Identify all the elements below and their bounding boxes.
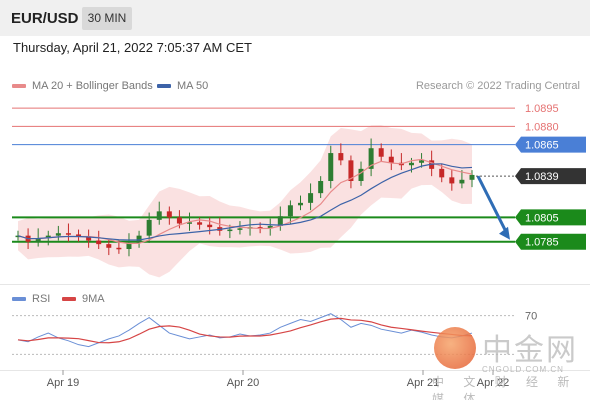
candle-body bbox=[166, 211, 172, 218]
candle-body bbox=[35, 238, 41, 242]
candle-body bbox=[318, 181, 324, 194]
rsi-swatch bbox=[12, 297, 26, 302]
candle-body bbox=[419, 160, 425, 163]
candle-body bbox=[45, 235, 51, 239]
watermark-url: CNGOLD.COM.CN bbox=[482, 365, 564, 374]
ma50-line bbox=[17, 163, 473, 241]
candle-body bbox=[338, 153, 344, 161]
cngold-logo-icon bbox=[434, 327, 476, 369]
x-tick-label: Apr 19 bbox=[47, 377, 79, 389]
timeframe-badge[interactable]: 30 MIN bbox=[82, 7, 132, 30]
candle-body bbox=[156, 211, 162, 220]
candle-body bbox=[146, 219, 152, 236]
level-tag-1-0805 bbox=[515, 209, 586, 226]
projection-arrowhead bbox=[499, 226, 510, 240]
ma50-swatch bbox=[157, 84, 171, 89]
rsi-label: RSI bbox=[32, 293, 51, 305]
candle-body bbox=[267, 225, 273, 229]
rsi-legend: RSI bbox=[12, 293, 50, 305]
candle-body bbox=[237, 228, 243, 230]
watermark-chinese: 中金网 bbox=[482, 333, 578, 368]
x-tick-label: Apr 20 bbox=[227, 377, 259, 389]
watermark-subtitle: 中 文 财 经 新 媒 体 bbox=[432, 375, 578, 400]
candle-body bbox=[328, 153, 334, 181]
ma20-swatch bbox=[12, 84, 26, 89]
rsi-ma-label: 9MA bbox=[82, 293, 105, 305]
candle-body bbox=[287, 205, 293, 217]
candle-body bbox=[116, 247, 122, 250]
x-tick-label: Apr 22 bbox=[477, 377, 509, 389]
candle-body bbox=[96, 240, 102, 245]
candle-body bbox=[378, 148, 384, 157]
level-label-1-0880: 1.0880 bbox=[525, 121, 559, 133]
candle-body bbox=[459, 179, 465, 184]
projection-arrow bbox=[476, 175, 509, 235]
level-tag-1-0865 bbox=[515, 136, 586, 153]
candle-body bbox=[308, 193, 314, 203]
x-tick-label: Apr 21 bbox=[407, 377, 439, 389]
level-label-1-0839: 1.0839 bbox=[525, 171, 559, 183]
candle-body bbox=[257, 227, 263, 229]
candle-body bbox=[358, 168, 364, 181]
candle-body bbox=[76, 234, 82, 237]
level-label-1-0865: 1.0865 bbox=[525, 140, 559, 152]
time-axis-divider bbox=[0, 370, 590, 371]
credit-label: Research © 2022 Trading Central bbox=[415, 80, 580, 92]
rsi-ma-swatch bbox=[62, 297, 76, 302]
candle-body bbox=[439, 168, 445, 178]
datetime-label: Thursday, April 21, 2022 7:05:37 AM CET bbox=[13, 40, 252, 55]
rsi-line bbox=[17, 313, 473, 348]
candle-body bbox=[449, 177, 455, 184]
candle-body bbox=[106, 244, 112, 248]
candle-body bbox=[126, 242, 132, 249]
level-tag-1-0785 bbox=[515, 233, 586, 250]
candle-body bbox=[197, 222, 203, 225]
rsi-level-label: 70 bbox=[525, 311, 537, 323]
symbol-title: EUR/USD bbox=[11, 10, 79, 27]
candle-body bbox=[65, 233, 71, 235]
candle-body bbox=[368, 148, 374, 169]
level-label-1-0895: 1.0895 bbox=[525, 103, 559, 115]
candle-body bbox=[408, 162, 414, 166]
rsi-ma-legend: 9MA bbox=[62, 293, 105, 305]
ma20-label: MA 20 + Bollinger Bands bbox=[32, 80, 153, 92]
candle-body bbox=[55, 233, 61, 236]
candle-body bbox=[469, 174, 475, 180]
panel-divider bbox=[0, 284, 590, 285]
candle-body bbox=[388, 156, 394, 163]
watermark: 中金网 CNGOLD.COM.CN 中 文 财 经 新 媒 体 bbox=[430, 325, 590, 400]
candle-body bbox=[136, 235, 142, 243]
legend-ma50: MA 50 bbox=[157, 80, 208, 92]
candle-body bbox=[207, 224, 213, 228]
level-label-1-0785: 1.0785 bbox=[525, 237, 559, 249]
legend-ma20: MA 20 + Bollinger Bands bbox=[12, 80, 153, 92]
level-label-1-0805: 1.0805 bbox=[525, 212, 559, 224]
candle-body bbox=[86, 236, 92, 241]
candle-body bbox=[277, 216, 283, 226]
bollinger-band bbox=[18, 125, 472, 278]
candle-body bbox=[15, 235, 21, 238]
candle-body bbox=[187, 222, 193, 224]
rsi-ma-line bbox=[17, 317, 473, 344]
candle-body bbox=[176, 217, 182, 224]
ma50-label: MA 50 bbox=[177, 80, 209, 92]
level-tag-1-0839 bbox=[515, 168, 586, 185]
candle-body bbox=[227, 229, 233, 232]
candle-body bbox=[297, 202, 303, 206]
top-bar: EUR/USD 30 MIN bbox=[0, 0, 590, 36]
candle-body bbox=[348, 160, 354, 181]
